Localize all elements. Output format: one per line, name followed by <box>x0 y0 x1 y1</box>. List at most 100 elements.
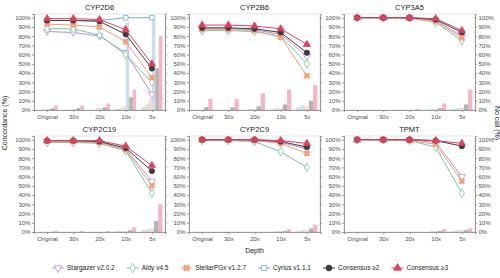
legend-entry: Cyrius v1.1.1 <box>258 264 311 272</box>
no-call-bar <box>208 99 212 110</box>
series-point <box>149 189 154 198</box>
tick-label: 60% <box>479 52 492 58</box>
no-call-bar <box>159 36 162 110</box>
no-call-bar <box>67 232 71 233</box>
tick: 70% <box>173 43 189 49</box>
tick-label: 30x <box>224 114 234 120</box>
series-point <box>199 21 206 27</box>
tick: 90% <box>18 24 34 30</box>
plot-frame <box>34 14 165 110</box>
y2-axis-title: No call (%) <box>493 106 500 140</box>
tick-mark <box>32 158 34 159</box>
series-point <box>44 15 51 21</box>
series-point <box>277 25 284 31</box>
series-point <box>147 73 156 82</box>
series-point <box>225 136 232 142</box>
tick-mark <box>320 232 322 233</box>
plot-area <box>198 21 318 110</box>
tick-mark <box>32 73 34 74</box>
tick <box>165 177 167 178</box>
series-point <box>149 168 154 173</box>
no-call-bar <box>442 104 446 110</box>
panel: CYP3A5Original30x20x10x5x0%10%20%30%40%5… <box>325 3 494 120</box>
tick: 20% <box>328 211 344 217</box>
tick-label: 40% <box>328 192 341 198</box>
tick <box>320 55 322 56</box>
tick <box>320 45 322 46</box>
tick: 30% <box>475 202 491 208</box>
tick-mark <box>342 186 344 187</box>
no-call-bar <box>407 110 411 111</box>
tick-mark <box>475 149 477 150</box>
tick-mark <box>320 167 322 168</box>
no-call-bar <box>80 231 84 232</box>
tick: 70% <box>475 43 491 49</box>
no-call-bar <box>377 232 381 233</box>
tick-label: 40% <box>173 70 186 76</box>
tick-mark <box>32 140 34 141</box>
no-call-bar <box>192 110 196 111</box>
tick: 10x <box>121 232 131 242</box>
tick-mark <box>357 232 358 234</box>
tick: 5x <box>304 232 310 242</box>
no-call-bar <box>351 110 355 111</box>
no-call-bar <box>248 232 252 233</box>
tick: 50% <box>475 183 491 189</box>
plot-area <box>43 15 163 110</box>
tick: 100% <box>475 137 495 143</box>
tick <box>320 82 322 83</box>
tick: 40% <box>475 70 491 76</box>
y-axis-title: Concordance (%) <box>1 96 9 150</box>
no-call-bar <box>252 109 256 110</box>
tick-mark <box>462 110 463 112</box>
no-call-bar <box>230 107 234 110</box>
tick-label: 30% <box>18 80 31 86</box>
no-call-bar <box>390 232 394 233</box>
y-axis: 0%10%20%30%40%50%60%70%80%90%100% <box>15 15 34 114</box>
no-call-bar <box>363 232 367 233</box>
tick: 10x <box>431 110 441 120</box>
no-call-bar <box>468 90 472 110</box>
series-point <box>303 40 310 46</box>
axis-line <box>32 137 35 233</box>
tick-label: 50% <box>18 183 31 189</box>
tick-mark <box>475 158 477 159</box>
tick-mark <box>281 110 282 112</box>
tick-mark <box>202 110 203 112</box>
axis-line <box>321 137 323 233</box>
tick-mark <box>383 232 384 234</box>
tick-mark <box>152 232 153 234</box>
series-point <box>432 15 439 21</box>
tick-label: 5x <box>304 114 310 120</box>
series-point <box>225 21 232 27</box>
no-call-bar <box>283 104 287 110</box>
legend-entry: Stargazer v2.0.2 <box>52 264 115 272</box>
tick-mark <box>187 149 189 150</box>
tick: Original <box>192 110 213 120</box>
series-point <box>380 136 387 142</box>
tick-label: 0% <box>332 107 341 113</box>
no-call-bar <box>66 110 69 111</box>
tick: 80% <box>173 156 189 162</box>
legend-symbol <box>130 263 135 272</box>
series-point <box>303 139 310 145</box>
tick <box>165 45 167 46</box>
tick-mark <box>100 232 101 234</box>
tick-label: 20x <box>405 236 415 242</box>
tick-label: 40% <box>479 192 492 198</box>
tick-label: Original <box>192 114 213 120</box>
tick <box>165 36 167 37</box>
panel-title: CYP2B6 <box>240 3 269 12</box>
tick-label: 0% <box>22 107 31 113</box>
tick-mark <box>475 204 477 205</box>
tick <box>165 214 167 215</box>
tick-mark <box>187 110 189 111</box>
tick-label: 20% <box>173 89 186 95</box>
tick-mark <box>47 110 48 112</box>
tick-mark <box>165 214 167 215</box>
x-axis: Original30x20x10x5x <box>190 110 321 120</box>
tick-mark <box>475 177 477 178</box>
tick: Original <box>192 232 213 242</box>
panel: CYP2C19Original30x20x10x5x0%10%20%30%40%… <box>15 125 167 242</box>
no-call-bar <box>468 228 472 232</box>
